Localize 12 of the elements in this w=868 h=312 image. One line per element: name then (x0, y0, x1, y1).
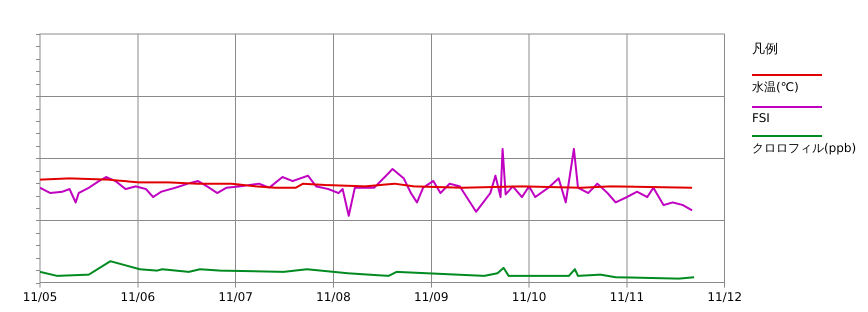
text: 水温(℃) (752, 79, 800, 96)
x-tick-label: 11/05 (22, 290, 58, 304)
x-tick-label: 11/11 (610, 290, 644, 304)
legend-title: 凡例 (752, 41, 779, 58)
x-tick-label: 11/08 (316, 290, 351, 304)
x-tick-label: 11/06 (120, 290, 156, 304)
x-tick-label: 11/09 (414, 290, 449, 304)
x-tick-label: 11/07 (218, 290, 253, 304)
text: FSI (752, 111, 771, 125)
x-tick-label: 11/10 (512, 290, 546, 304)
text: クロロフィル(ppb) (752, 140, 856, 157)
x-tick-label: 11/12 (707, 290, 742, 304)
